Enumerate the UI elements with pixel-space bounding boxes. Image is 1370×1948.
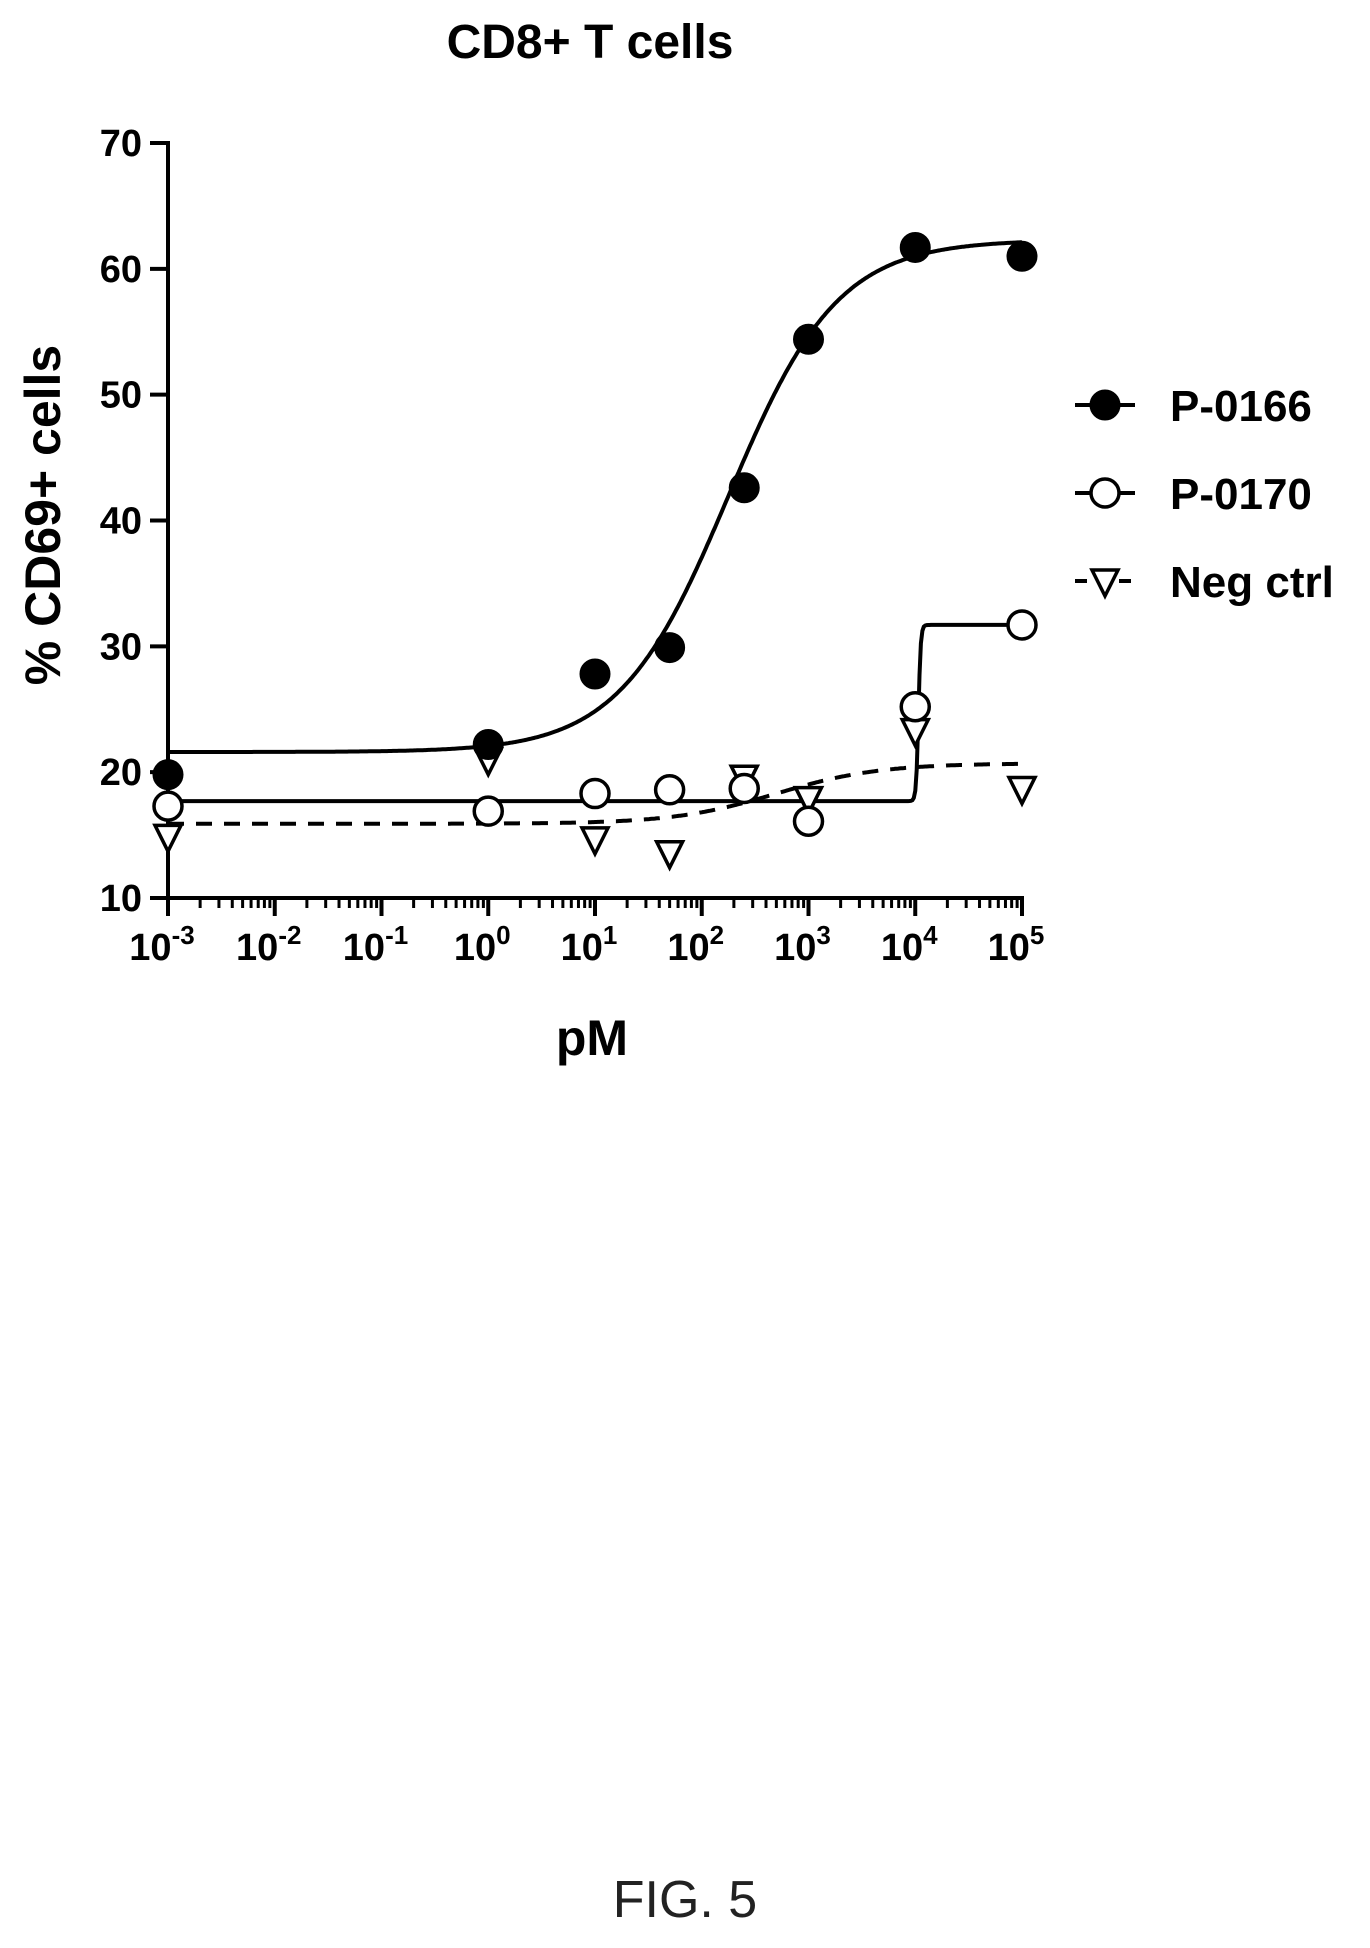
x-tick-label: 105 bbox=[988, 920, 1045, 969]
data-point bbox=[728, 472, 760, 504]
x-tick-label: 101 bbox=[561, 920, 618, 969]
fit-curve bbox=[168, 240, 1023, 754]
y-tick-label: 60 bbox=[100, 249, 142, 291]
y-tick-label: 50 bbox=[100, 375, 142, 417]
data-point bbox=[792, 805, 825, 837]
legend: P-0166 P-0170 Neg ctrl bbox=[1075, 382, 1334, 607]
fit-curves bbox=[168, 240, 1023, 826]
x-tick-label: 102 bbox=[667, 920, 724, 969]
data-point bbox=[899, 690, 931, 723]
y-tick-label: 10 bbox=[100, 878, 142, 920]
data-point bbox=[793, 323, 824, 355]
y-tick-labels: 10 20 30 40 50 60 70 bbox=[100, 123, 142, 920]
legend-label: P-0170 bbox=[1170, 470, 1312, 519]
chart-title: CD8+ T cells bbox=[447, 16, 734, 69]
data-point bbox=[152, 759, 184, 791]
x-axis-label: pM bbox=[556, 1010, 628, 1066]
y-tick-label: 30 bbox=[100, 626, 142, 668]
data-point bbox=[654, 632, 686, 664]
legend-marker bbox=[1089, 477, 1121, 509]
data-point bbox=[579, 658, 611, 690]
data-point bbox=[1006, 240, 1038, 272]
data-point bbox=[152, 790, 184, 822]
data-point bbox=[653, 839, 686, 872]
y-tick-label: 70 bbox=[100, 123, 142, 165]
x-tick-label: 10-1 bbox=[343, 920, 408, 969]
y-tick-label: 20 bbox=[100, 752, 142, 794]
data-point bbox=[579, 826, 611, 858]
data-point bbox=[728, 772, 760, 805]
x-tick-labels: 10-3 10-2 10-1 100 101 102 103 104 105 bbox=[129, 920, 1044, 969]
data-point bbox=[653, 774, 686, 806]
data-point bbox=[1006, 775, 1038, 808]
x-tick-label: 10-2 bbox=[236, 920, 301, 969]
data-point bbox=[579, 777, 611, 810]
data-point bbox=[152, 823, 184, 856]
figure-caption: FIG. 5 bbox=[612, 1871, 758, 1929]
legend-marker bbox=[1089, 389, 1121, 421]
legend-marker bbox=[1089, 568, 1121, 600]
data-point bbox=[899, 231, 931, 263]
y-tick-label: 40 bbox=[100, 501, 142, 543]
fit-curve bbox=[168, 761, 1022, 826]
data-point bbox=[792, 785, 825, 818]
x-tick-label: 104 bbox=[881, 920, 938, 969]
y-axis-label: % CD69+ cells bbox=[15, 345, 71, 685]
x-tick-label: 10-3 bbox=[129, 920, 194, 969]
x-tick-label: 103 bbox=[774, 920, 831, 969]
legend-label: Neg ctrl bbox=[1170, 558, 1334, 607]
x-tick-label: 100 bbox=[454, 920, 511, 969]
data-point bbox=[899, 717, 932, 750]
legend-label: P-0166 bbox=[1170, 382, 1312, 431]
data-point bbox=[1006, 609, 1038, 641]
data-point bbox=[472, 728, 504, 760]
data-point bbox=[472, 795, 504, 827]
data-points bbox=[152, 231, 1038, 872]
